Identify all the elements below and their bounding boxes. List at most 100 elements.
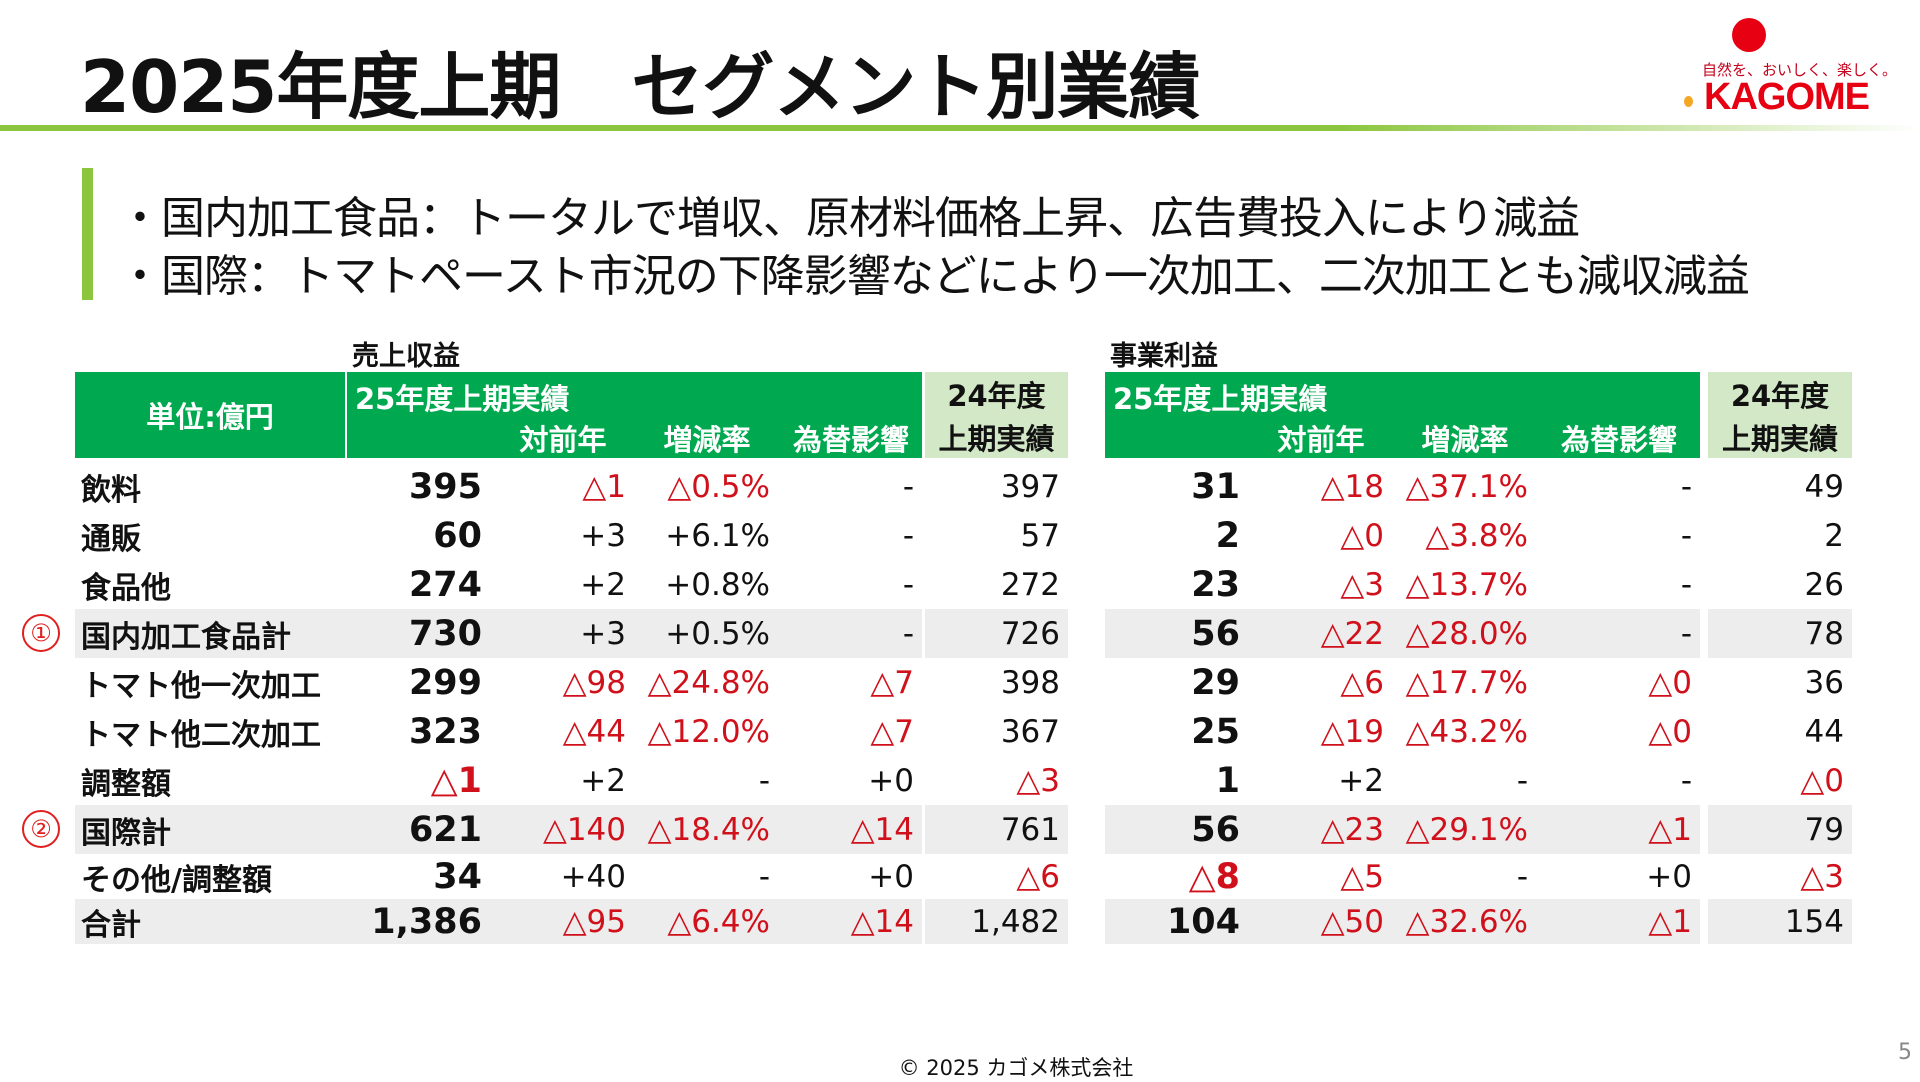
sales-fx-cell: △14 <box>850 811 914 848</box>
sales-rate-cell: △24.8% <box>647 664 770 701</box>
sales-fx-cell: - <box>902 566 914 603</box>
profit-yoy-cell: +2 <box>1338 762 1384 799</box>
profit-fx-cell: △0 <box>1648 713 1692 750</box>
row-bg <box>1105 805 1700 854</box>
profit-prev-cell: 36 <box>1804 664 1844 701</box>
profit-prev-cell: 78 <box>1804 615 1844 652</box>
row-label: 国内加工食品計 <box>81 619 291 655</box>
sales-current-cell: 730 <box>408 613 482 654</box>
page-number: 5 <box>1898 1040 1912 1065</box>
profit-yoy-cell: △5 <box>1340 858 1384 895</box>
sales-yoy-cell: △44 <box>562 713 626 750</box>
sales-fx-header: 為替影響 <box>780 417 922 458</box>
sales-current-cell: 1,386 <box>371 901 482 942</box>
sales-fx-cell: +0 <box>868 858 914 895</box>
sales-fx-cell: - <box>902 468 914 505</box>
kagome-logo: 自然を、おいしく、楽しく。 KAGOME <box>1680 14 1897 119</box>
profit-prev-cell: 49 <box>1804 468 1844 505</box>
sales-fx-cell: △7 <box>870 664 914 701</box>
sales-prev-cell: 1,482 <box>971 903 1060 940</box>
profit-prev-cell: 44 <box>1804 713 1844 750</box>
row-label: 国際計 <box>81 815 171 851</box>
profit-rate-cell: △28.0% <box>1405 615 1528 652</box>
sales-prev-cell: △3 <box>1016 762 1060 799</box>
sales-yoy-header: 対前年 <box>492 417 634 458</box>
row-bg <box>1105 609 1700 658</box>
logo-dot-icon <box>1684 96 1693 107</box>
row-bg <box>925 609 1068 658</box>
section-profit: 事業利益 <box>1110 341 1218 372</box>
row-label: 調整額 <box>81 766 171 802</box>
profit-current-cell: 29 <box>1191 662 1240 703</box>
row-bg <box>925 899 1068 944</box>
row-bg <box>75 899 922 944</box>
profit-rate-cell: △13.7% <box>1405 566 1528 603</box>
sales-prev-cell: 367 <box>1000 713 1060 750</box>
logo-tagline: 自然を、おいしく、楽しく。 <box>1702 61 1898 79</box>
sales-rate-cell: +0.5% <box>665 615 770 652</box>
sales-current-header: 25年度上期実績 <box>347 372 922 458</box>
profit-yoy-cell: △19 <box>1320 713 1384 750</box>
sales-rate-cell: +6.1% <box>665 517 770 554</box>
sales-rate-cell: +0.8% <box>665 566 770 603</box>
profit-current-cell: 56 <box>1191 809 1240 850</box>
sales-rate-cell: - <box>758 858 770 895</box>
sales-prev-cell: 57 <box>1020 517 1060 554</box>
sales-current-cell: 60 <box>433 515 482 556</box>
sales-current-cell: 621 <box>408 809 482 850</box>
profit-fx-cell: - <box>1680 762 1692 799</box>
sales-yoy-cell: +2 <box>580 762 626 799</box>
profit-yoy-cell: △22 <box>1320 615 1384 652</box>
profit-rate-cell: △43.2% <box>1405 713 1528 750</box>
profit-rate-cell: △37.1% <box>1405 468 1528 505</box>
row-bg <box>75 609 922 658</box>
profit-fx-cell: △1 <box>1648 903 1692 940</box>
sales-fx-cell: △14 <box>850 903 914 940</box>
row-label: トマト他二次加工 <box>81 717 321 753</box>
profit-yoy-cell: △3 <box>1340 566 1384 603</box>
profit-current-cell: 1 <box>1215 760 1240 801</box>
logo-name: KAGOME <box>1704 76 1870 118</box>
row-label: 飲料 <box>81 472 141 508</box>
section-sales: 売上収益 <box>352 341 460 372</box>
sales-prev-cell: 272 <box>1000 566 1060 603</box>
sales-prev-cell: △6 <box>1016 858 1060 895</box>
copyright: © 2025 カゴメ株式会社 <box>898 1056 1134 1080</box>
sales-yoy-cell: △1 <box>582 468 626 505</box>
profit-fx-cell: - <box>1680 615 1692 652</box>
profit-prev-cell: △3 <box>1800 858 1844 895</box>
profit-prev-cell: 154 <box>1784 903 1844 940</box>
profit-fx-cell: - <box>1680 566 1692 603</box>
sales-yoy-cell: △140 <box>542 811 626 848</box>
profit-rate-cell: △3.8% <box>1425 517 1528 554</box>
row-marker: ① <box>22 614 60 652</box>
profit-fx-cell: +0 <box>1646 858 1692 895</box>
row-label: その他/調整額 <box>81 862 272 898</box>
sales-yoy-cell: +3 <box>580 615 626 652</box>
row-label: トマト他一次加工 <box>81 668 321 704</box>
sales-rate-header: 増減率 <box>636 417 778 458</box>
sales-rate-cell: △6.4% <box>667 903 770 940</box>
profit-yoy-cell: △50 <box>1320 903 1384 940</box>
sales-yoy-cell: △95 <box>562 903 626 940</box>
sales-rate-cell: - <box>758 762 770 799</box>
profit-prev-cell: 26 <box>1804 566 1844 603</box>
bullet-international: ・国際：トマトペースト市況の下降影響などにより一次加工、二次加工とも減収減益 <box>118 251 1750 302</box>
profit-prev-cell: 79 <box>1804 811 1844 848</box>
title-divider <box>0 125 1920 131</box>
row-bg <box>1105 899 1700 944</box>
profit-rate-cell: △29.1% <box>1405 811 1528 848</box>
row-bg <box>75 805 922 854</box>
sales-current-cell: 299 <box>408 662 482 703</box>
sales-prev-cell: 398 <box>1000 664 1060 701</box>
profit-rate-cell: - <box>1516 762 1528 799</box>
profit-yoy-header: 対前年 <box>1250 417 1392 458</box>
sales-current-cell: 274 <box>408 564 482 605</box>
sales-prev-cell: 761 <box>1000 811 1060 848</box>
profit-prev-header-1: 24年度 <box>1708 372 1852 416</box>
profit-fx-cell: - <box>1680 468 1692 505</box>
profit-current-cell: 23 <box>1191 564 1240 605</box>
profit-rate-cell: △17.7% <box>1405 664 1528 701</box>
profit-yoy-cell: △18 <box>1320 468 1384 505</box>
row-bg <box>1708 609 1852 658</box>
